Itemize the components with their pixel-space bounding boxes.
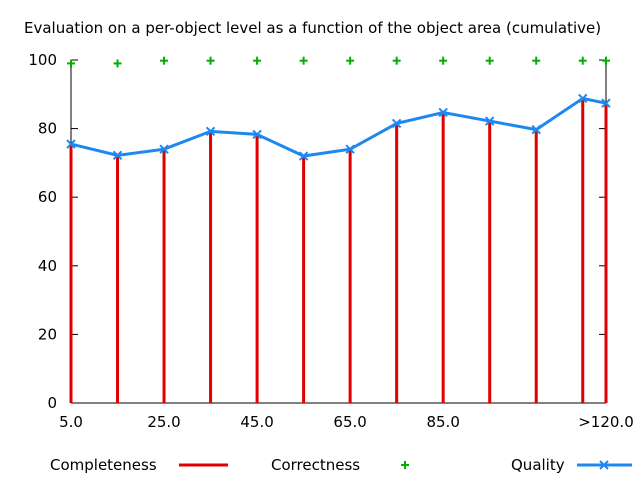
x-tick-label: 45.0 <box>240 413 273 431</box>
x-tick-label: 25.0 <box>147 413 180 431</box>
legend-quality-marker <box>599 460 609 470</box>
correctness-point <box>485 56 494 65</box>
legend-swatch-correctness <box>401 461 409 469</box>
quality-point <box>252 129 262 140</box>
correctness-point <box>578 56 587 65</box>
quality-marker-stroke <box>252 129 262 140</box>
series-correctness <box>67 56 610 68</box>
chart-title: Evaluation on a per-object level as a fu… <box>24 19 601 37</box>
y-tick-label: 20 <box>38 325 57 343</box>
x-tick-label: >120.0 <box>578 413 634 431</box>
quality-point <box>159 144 169 154</box>
quality-marker-stroke <box>66 139 76 149</box>
correctness-point <box>299 56 308 65</box>
quality-marker-stroke <box>205 126 216 137</box>
quality-marker-stroke <box>112 150 123 161</box>
correctness-point <box>206 56 215 65</box>
y-tick-label: 80 <box>38 120 57 138</box>
correctness-point <box>346 56 355 65</box>
legend-label-quality: Quality <box>511 456 565 474</box>
quality-marker-stroke <box>298 151 309 161</box>
quality-point <box>531 124 541 135</box>
quality-point <box>601 98 611 108</box>
legend-swatch-quality <box>577 460 632 470</box>
quality-marker-stroke <box>438 107 448 118</box>
correctness-point <box>439 56 448 65</box>
x-tick-label: 85.0 <box>426 413 459 431</box>
series-completeness <box>69 98 608 403</box>
quality-point <box>345 144 355 154</box>
quality-marker-stroke <box>578 93 588 104</box>
quality-point <box>205 126 216 137</box>
y-tick-label: 40 <box>38 257 57 275</box>
quality-marker-stroke <box>159 144 169 154</box>
correctness-point <box>160 56 169 65</box>
correctness-point <box>253 56 262 65</box>
series-quality <box>66 93 611 161</box>
quality-line <box>70 96 607 158</box>
quality-point <box>391 118 402 129</box>
correctness-point <box>113 59 122 68</box>
correctness-point <box>602 56 610 65</box>
quality-marker-stroke <box>531 124 541 135</box>
quality-point <box>578 93 588 104</box>
axes: 0 20 40 60 80 100 5.0 25.0 45.0 65.0 85.0 >120.0 <box>28 51 633 431</box>
y-tick-label: 100 <box>28 51 57 69</box>
quality-marker-stroke <box>601 98 611 108</box>
legend-label-completeness: Completeness <box>50 456 157 474</box>
correctness-point <box>532 56 541 65</box>
quality-point <box>484 116 495 126</box>
quality-marker-stroke <box>391 118 402 129</box>
quality-point <box>438 107 448 118</box>
y-tick-label: 0 <box>47 394 57 412</box>
y-tick-label: 60 <box>38 188 57 206</box>
x-tick-label: 5.0 <box>59 413 83 431</box>
correctness-point <box>392 56 401 65</box>
x-tick-label: 65.0 <box>333 413 366 431</box>
correctness-point <box>67 59 75 68</box>
quality-point <box>66 139 76 149</box>
legend: Completeness Correctness Quality <box>50 456 632 474</box>
quality-point <box>298 151 309 161</box>
quality-marker-stroke <box>484 116 495 126</box>
quality-marker-stroke <box>345 144 355 154</box>
legend-label-correctness: Correctness <box>271 456 360 474</box>
quality-point <box>112 150 123 161</box>
